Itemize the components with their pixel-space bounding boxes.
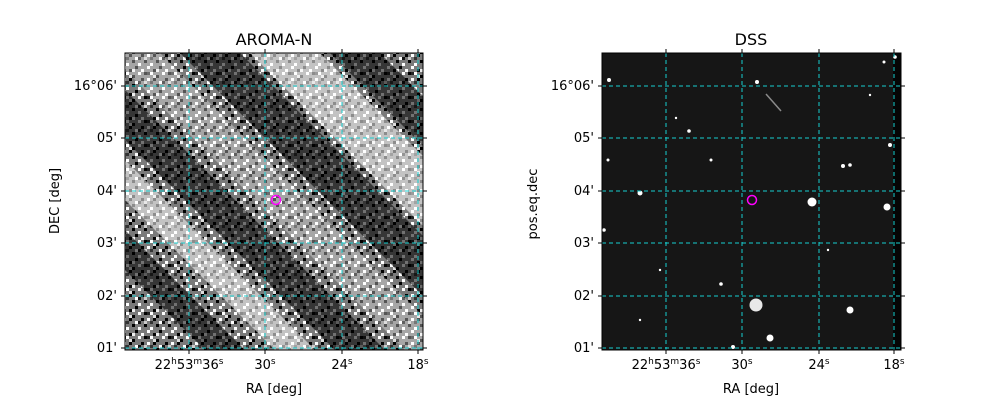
target-marker [746, 194, 758, 206]
grid-lines [602, 53, 901, 350]
panel-title: DSS [735, 30, 768, 49]
x-ticks [665, 49, 895, 354]
y-ticks [598, 85, 905, 349]
x-tick-label-3: 18s [407, 357, 429, 373]
y-tick-label-2: 03' [97, 236, 117, 251]
panel-aroma-n: AROMA-N [48, 30, 429, 397]
x-tick-label-0: 22h53m36s [155, 357, 224, 373]
x-tick-label-0: 22h53m36s [632, 357, 701, 373]
plot-frame [601, 52, 902, 351]
y-axis-label: pos.eq.dec [526, 169, 541, 240]
target-marker [270, 194, 282, 206]
y-tick-label-1: 02' [97, 289, 117, 304]
x-axis-label: RA [deg] [723, 382, 779, 397]
x-tick-label-1: 30s [731, 357, 753, 373]
x-tick-label-2: 24s [331, 357, 353, 373]
satellite-streak [765, 93, 782, 112]
y-tick-label-4: 05' [97, 131, 117, 146]
grid-lines [125, 53, 423, 350]
y-tick-label-1: 02' [574, 289, 594, 304]
y-tick-label-5: 16°06' [74, 79, 117, 94]
x-tick-label-3: 18s [883, 357, 905, 373]
y-tick-label-2: 03' [574, 236, 594, 251]
y-tick-label-3: 04' [97, 184, 117, 199]
y-tick-label-4: 05' [574, 131, 594, 146]
y-tick-label-5: 16°06' [551, 79, 594, 94]
stars [602, 55, 897, 349]
y-tick-label-3: 04' [574, 184, 594, 199]
x-tick-label-1: 30s [254, 357, 276, 373]
image-noise [125, 53, 423, 350]
x-ticks [188, 49, 419, 354]
x-tick-label-2: 24s [808, 357, 830, 373]
x-axis-label: RA [deg] [246, 382, 302, 397]
image-starfield [602, 53, 901, 350]
plot-frame [124, 52, 424, 351]
panel-title: AROMA-N [236, 30, 313, 49]
y-axis-label: DEC [deg] [48, 168, 63, 234]
y-tick-label-0: 01' [574, 341, 594, 356]
diagonal-bands [125, 53, 423, 350]
panel-dss: DSS [526, 30, 905, 397]
y-tick-label-0: 01' [97, 341, 117, 356]
y-ticks [121, 85, 427, 349]
